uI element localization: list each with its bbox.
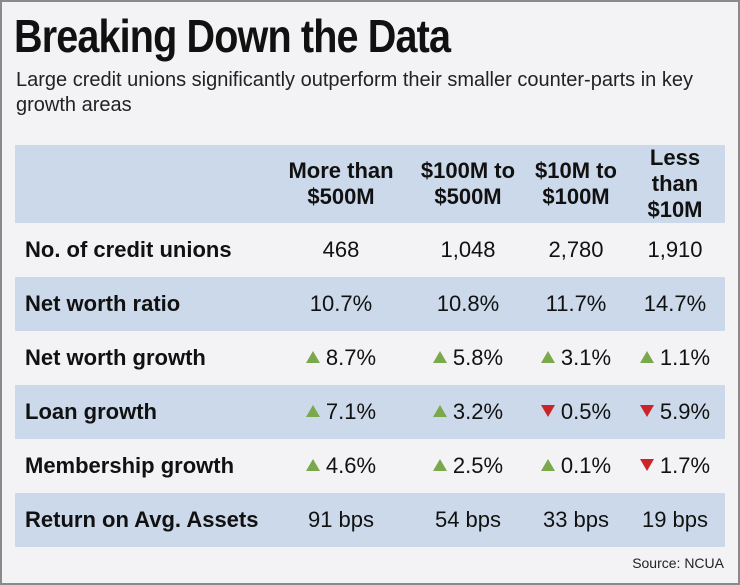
table-row: No. of credit unions 468 1,048 2,780 1,910 [15,223,725,277]
cell-value: 33 bps [542,507,610,532]
cell-value: 2,780 [548,237,604,262]
column-header-line2: $500M [307,184,375,209]
column-header: $10M to $100M [527,145,625,223]
cell-value: 3.2% [452,399,504,424]
table-cell: 11.7% [527,277,625,331]
table-cell: 5.9% [625,385,725,439]
table-cell: 3.2% [409,385,527,439]
column-header-line2: $10M [647,197,703,222]
page-title: Breaking Down the Data [14,10,451,62]
column-header: Less than $10M [625,145,725,223]
up-triangle-icon [432,405,447,417]
table-cell: 1.7% [625,439,725,493]
up-triangle-icon [540,459,555,471]
table-cell: 5.8% [409,331,527,385]
column-header-line2: $500M [434,184,502,209]
table-cell: 19 bps [625,493,725,547]
row-label: Net worth growth [25,345,206,370]
row-label: Membership growth [25,453,235,478]
cell-value: 4.6% [325,453,377,478]
cell-value: 1.7% [659,453,711,478]
table-cell: 1,048 [409,223,527,277]
table-cell: 4.6% [273,439,409,493]
cell-value: 468 [322,237,360,262]
table-cell: 2.5% [409,439,527,493]
column-header-line2: $100M [542,184,610,209]
up-triangle-icon [305,405,320,417]
table-row: Membership growth 4.6% 2.5% 0.1% 1.7% [15,439,725,493]
subtitle: Large credit unions significantly outper… [16,69,693,116]
up-triangle-icon [305,459,320,471]
header-row: More than $500M $100M to $500M $10M to $… [15,145,725,223]
table-cell: 91 bps [273,493,409,547]
cell-value: 3.1% [560,345,612,370]
column-header-line1: $100M to [420,158,516,183]
up-triangle-icon [432,459,447,471]
column-header-line1: $10M to [535,158,617,183]
row-label: Loan growth [25,399,157,424]
table-cell: 8.7% [273,331,409,385]
table-cell: 0.1% [527,439,625,493]
source-note: Source: NCUA [632,555,724,571]
table-cell: 1,910 [625,223,725,277]
cell-value: 91 bps [307,507,375,532]
cell-value: 11.7% [545,291,607,316]
row-label: Return on Avg. Assets [25,507,259,532]
table-row: Return on Avg. Assets 91 bps 54 bps 33 bps 1… [15,493,725,547]
table-row: Net worth growth 8.7% 5.8% 3.1% 1.1% [15,331,725,385]
cell-value: 1.1% [659,345,711,370]
down-triangle-icon [639,459,654,471]
up-triangle-icon [540,351,555,363]
cell-value: 1,048 [440,237,496,262]
header-corner [15,145,273,223]
column-header-line1: More than [288,158,394,183]
table-cell: 33 bps [527,493,625,547]
cell-value: 0.1% [560,453,612,478]
cell-value: 7.1% [325,399,377,424]
down-triangle-icon [639,405,654,417]
column-header: $100M to $500M [409,145,527,223]
table-cell: 10.7% [273,277,409,331]
cell-value: 54 bps [434,507,502,532]
table-cell: 10.8% [409,277,527,331]
table-cell: 0.5% [527,385,625,439]
table-row: Loan growth 7.1% 3.2% 0.5% 5.9% [15,385,725,439]
table-row: Net worth ratio 10.7% 10.8% 11.7% 14.7% [15,277,725,331]
cell-value: 8.7% [325,345,377,370]
table-cell: 14.7% [625,277,725,331]
cell-value: 10.8% [436,291,500,316]
table-cell: 1.1% [625,331,725,385]
cell-value: 5.9% [659,399,711,424]
data-table: More than $500M $100M to $500M $10M to $… [15,145,725,547]
table-cell: 3.1% [527,331,625,385]
cell-value: 2.5% [452,453,504,478]
cell-value: 0.5% [560,399,612,424]
row-label: Net worth ratio [25,291,181,316]
table-cell: 2,780 [527,223,625,277]
row-label: No. of credit unions [25,237,232,262]
cell-value: 19 bps [641,507,709,532]
cell-value: 10.7% [309,291,373,316]
column-header-line1: Less than [649,145,701,196]
up-triangle-icon [305,351,320,363]
up-triangle-icon [432,351,447,363]
cell-value: 14.7% [643,291,707,316]
table-cell: 7.1% [273,385,409,439]
cell-value: 5.8% [452,345,504,370]
table-body: No. of credit unions 468 1,048 2,780 1,910 Ne… [15,223,725,547]
table-cell: 468 [273,223,409,277]
column-header: More than $500M [273,145,409,223]
table-cell: 54 bps [409,493,527,547]
down-triangle-icon [540,405,555,417]
cell-value: 1,910 [647,237,703,262]
up-triangle-icon [639,351,654,363]
